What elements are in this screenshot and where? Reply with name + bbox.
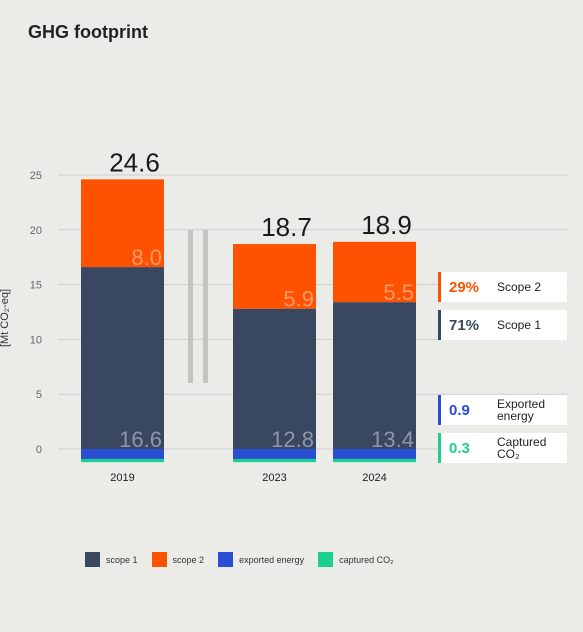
x-tick-label: 2024 bbox=[362, 472, 386, 484]
y-tick-label: 15 bbox=[30, 280, 42, 292]
callout-color-bar bbox=[438, 395, 441, 425]
legend-swatch bbox=[318, 552, 334, 567]
bar-captured-co2-2019 bbox=[81, 458, 164, 463]
legend: scope 1 scope 2 exported energy captured CO… bbox=[85, 552, 408, 567]
bar-exported-energy-2024 bbox=[333, 449, 416, 460]
bar-scope1-2024 bbox=[333, 302, 416, 449]
callout-captured-co: 0.3 Captured CO₂ bbox=[438, 433, 567, 463]
scope1-value-label: 12.8 bbox=[271, 427, 314, 452]
total-value-label: 18.7 bbox=[261, 212, 312, 242]
callout-color-bar bbox=[438, 310, 441, 340]
bar-scope2-2019 bbox=[81, 179, 164, 268]
scope2-value-label: 5.9 bbox=[283, 287, 314, 312]
bar-scope2-2024 bbox=[333, 241, 416, 303]
bar-captured-co2-2023 bbox=[233, 458, 316, 463]
legend-label: exported energy bbox=[239, 554, 305, 565]
legend-swatch bbox=[218, 552, 234, 567]
scope1-value-label: 16.6 bbox=[119, 427, 162, 452]
y-tick-label: 25 bbox=[30, 170, 42, 182]
callout-label: Scope 1 bbox=[497, 318, 542, 332]
legend-swatch bbox=[151, 552, 167, 567]
x-tick-label: 2023 bbox=[262, 472, 286, 484]
legend-item: captured CO₂ bbox=[318, 552, 394, 567]
legend-item: scope 2 bbox=[151, 552, 205, 567]
callout-label: Captured CO₂ bbox=[497, 435, 547, 461]
scope2-value-label: 8.0 bbox=[131, 245, 162, 270]
scope2-value-label: 5.5 bbox=[383, 280, 414, 305]
y-tick-label: 10 bbox=[30, 334, 42, 346]
callout-scope1: 71% Scope 1 bbox=[438, 310, 567, 340]
legend-swatch bbox=[85, 552, 100, 567]
bar-exported-energy-2023 bbox=[233, 449, 316, 460]
callout-value: 0.9 bbox=[449, 401, 470, 419]
legend-label: scope 2 bbox=[172, 554, 205, 565]
callout-value: 29% bbox=[449, 278, 480, 296]
bar-exported-energy-2019 bbox=[81, 449, 164, 460]
scope1-value-label: 13.4 bbox=[371, 427, 414, 452]
bar-scope2-2023 bbox=[233, 244, 316, 309]
bar-scope1-2023 bbox=[233, 308, 316, 449]
axis-break-mark bbox=[188, 230, 193, 383]
legend-item: scope 1 bbox=[85, 552, 138, 567]
bar-scope1-2019 bbox=[81, 267, 164, 449]
legend-label: scope 1 bbox=[106, 554, 138, 565]
y-tick-label: 0 bbox=[36, 444, 42, 456]
total-value-label: 24.6 bbox=[109, 147, 160, 177]
axis-break-mark bbox=[203, 230, 208, 383]
y-tick-label: 5 bbox=[36, 389, 42, 401]
y-axis-label: [Mt CO₂-eq] bbox=[0, 289, 11, 347]
legend-label: captured CO₂ bbox=[339, 554, 394, 565]
callout-label: Scope 2 bbox=[497, 280, 542, 294]
x-tick-label: 2019 bbox=[110, 472, 134, 484]
callout-color-bar bbox=[438, 433, 441, 463]
callout-label: Exported energy bbox=[497, 397, 546, 423]
legend-item: exported energy bbox=[218, 552, 304, 567]
chart-title: GHG footprint bbox=[28, 22, 148, 42]
total-value-label: 18.9 bbox=[361, 210, 412, 240]
callout-scope2: 29% Scope 2 bbox=[438, 272, 567, 302]
callout-exported-energy: 0.9 Exported energy bbox=[438, 395, 567, 425]
callout-color-bar bbox=[438, 272, 441, 302]
callout-value: 0.3 bbox=[449, 439, 470, 457]
bar-captured-co2-2024 bbox=[333, 458, 416, 463]
callout-value: 71% bbox=[449, 316, 480, 334]
ghg-stacked-bar-chart: 25 20 15 10 5 0 [Mt CO₂-eq] 16.6 8.0 24.6 2019 12.8… bbox=[0, 147, 568, 484]
y-tick-label: 20 bbox=[30, 225, 42, 237]
